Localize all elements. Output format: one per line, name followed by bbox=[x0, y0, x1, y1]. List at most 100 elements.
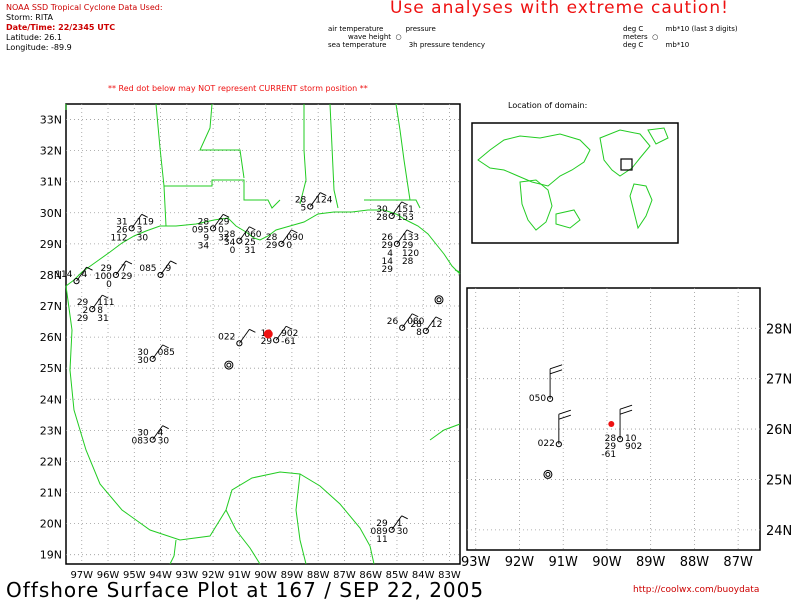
station-value: 29 bbox=[266, 241, 278, 251]
source-url[interactable]: http://coolwx.com/buoydata bbox=[633, 585, 760, 595]
header-line-datetime: Date/Time: 22/2345 UTC bbox=[6, 23, 116, 32]
station-value: 26 bbox=[387, 317, 399, 327]
zoom-lat-label: 24N bbox=[766, 524, 792, 539]
wind-barb bbox=[396, 229, 408, 245]
station-plot: 31 119 26 3 112 30 bbox=[110, 213, 154, 243]
wind-barb bbox=[152, 344, 164, 360]
station-value: 28 bbox=[402, 257, 414, 267]
station-value: 120 bbox=[402, 249, 419, 259]
station-circle bbox=[209, 225, 217, 232]
lat-label: 26N bbox=[40, 331, 62, 344]
station-plot: 28 29 095 09 32 34 bbox=[192, 213, 230, 251]
station-circle bbox=[388, 212, 395, 219]
main-map-grid bbox=[66, 104, 460, 564]
zoom-lat-label: 26N bbox=[766, 423, 792, 438]
zoom-wind-feather bbox=[619, 404, 633, 410]
zoom-wind-feather bbox=[558, 409, 571, 415]
station-value: 30 bbox=[137, 429, 149, 439]
station-value: 095 bbox=[192, 225, 209, 235]
zoom-station-value: 29 bbox=[605, 442, 617, 452]
station-circle bbox=[388, 526, 395, 533]
lat-label: 28N bbox=[40, 269, 62, 282]
station-circle bbox=[157, 271, 164, 279]
zoom-wind-feather bbox=[549, 369, 563, 375]
station-value: 34 bbox=[198, 241, 210, 251]
station-value: 31 bbox=[97, 314, 108, 324]
caution-banner: Use analyses with extreme caution! bbox=[390, 0, 729, 18]
station-value: 2 bbox=[83, 306, 89, 316]
station-plot: 085 9 bbox=[139, 260, 177, 279]
station-value: 080 bbox=[407, 317, 424, 327]
zoom-lon-label: 88W bbox=[680, 555, 710, 570]
lon-label: 88W bbox=[307, 570, 330, 581]
station-value: 28 bbox=[410, 320, 422, 330]
wind-barb bbox=[212, 214, 224, 229]
wind-barb bbox=[115, 260, 127, 276]
station-value: 153 bbox=[397, 213, 414, 223]
station-value: 25 bbox=[244, 238, 255, 248]
station-plot: 30 085 30 bbox=[137, 344, 175, 366]
station-value: 0 bbox=[218, 225, 224, 235]
station-plot: 28 12 8 bbox=[410, 316, 443, 338]
zoom-lon-label: 91W bbox=[549, 555, 579, 570]
lat-label: 25N bbox=[40, 362, 62, 375]
location-title: Location of domain: bbox=[508, 101, 588, 110]
wind-barb-feather bbox=[162, 344, 169, 349]
station-value: 32 bbox=[218, 233, 229, 243]
buoy-ring-inner bbox=[436, 297, 442, 303]
wind-barb bbox=[160, 260, 171, 276]
station-value: 4 bbox=[158, 429, 164, 439]
lat-label: 21N bbox=[40, 487, 62, 500]
wind-barb-feather bbox=[320, 192, 327, 196]
zoom-storm-dot bbox=[608, 421, 615, 428]
zoom-station-value: 050 bbox=[529, 394, 546, 404]
wind-barb bbox=[238, 226, 250, 242]
station-value: 28 bbox=[376, 213, 388, 223]
zoom-map-frame bbox=[466, 287, 761, 551]
header-line-storm: Storm: RITA bbox=[6, 13, 53, 22]
station-value: 28 bbox=[198, 217, 210, 227]
wind-barb-feather bbox=[102, 294, 109, 299]
station-value: 119 bbox=[137, 217, 154, 227]
station-value: 29 bbox=[77, 298, 89, 308]
station-value: 34 bbox=[224, 238, 236, 248]
zoom-station-plot: 050 bbox=[529, 364, 563, 404]
zoom-station-value: 10 bbox=[625, 434, 637, 444]
station-value: 090 bbox=[286, 233, 303, 243]
wind-barb-feather bbox=[435, 316, 443, 321]
location-map-continents bbox=[477, 127, 669, 231]
station-circle bbox=[149, 355, 156, 362]
lat-label: 22N bbox=[40, 455, 62, 468]
wind-barb bbox=[309, 192, 321, 207]
lon-label: 90W bbox=[254, 570, 277, 581]
station-value: 902 bbox=[281, 329, 298, 339]
zoom-station-value: -61 bbox=[601, 450, 616, 460]
station-value: 5 bbox=[301, 204, 307, 214]
zoom-station-value: 28 bbox=[605, 434, 617, 444]
wind-barb-feather bbox=[291, 229, 298, 234]
station-value: 124 bbox=[315, 196, 332, 206]
wind-barb bbox=[91, 294, 103, 310]
station-plot: 022 bbox=[218, 328, 256, 347]
station-value: 28 bbox=[224, 230, 236, 240]
station-value: 4 bbox=[387, 249, 393, 259]
station-value: 30 bbox=[137, 233, 149, 243]
lon-label: 93W bbox=[176, 570, 199, 581]
station-circle bbox=[422, 327, 429, 334]
station-value: 0 bbox=[106, 280, 112, 290]
station-value: 26 bbox=[382, 233, 394, 243]
plot-title: Offshore Surface Plot at 167 / SEP 22, 2… bbox=[6, 578, 485, 602]
station-circle bbox=[236, 237, 243, 244]
station-value: 28 bbox=[295, 196, 307, 206]
station-value: 085 bbox=[139, 264, 156, 274]
wind-barb-feather bbox=[170, 260, 177, 265]
zoom-buoy-ring-inner bbox=[545, 471, 551, 477]
station-value: 8 bbox=[97, 306, 103, 316]
station-circle bbox=[89, 306, 96, 313]
station-value: 4 bbox=[82, 270, 88, 280]
lon-label: 84W bbox=[412, 570, 435, 581]
lat-label: 23N bbox=[40, 424, 62, 437]
main-map-coastline bbox=[65, 103, 461, 565]
storm-position-dot bbox=[263, 329, 273, 339]
